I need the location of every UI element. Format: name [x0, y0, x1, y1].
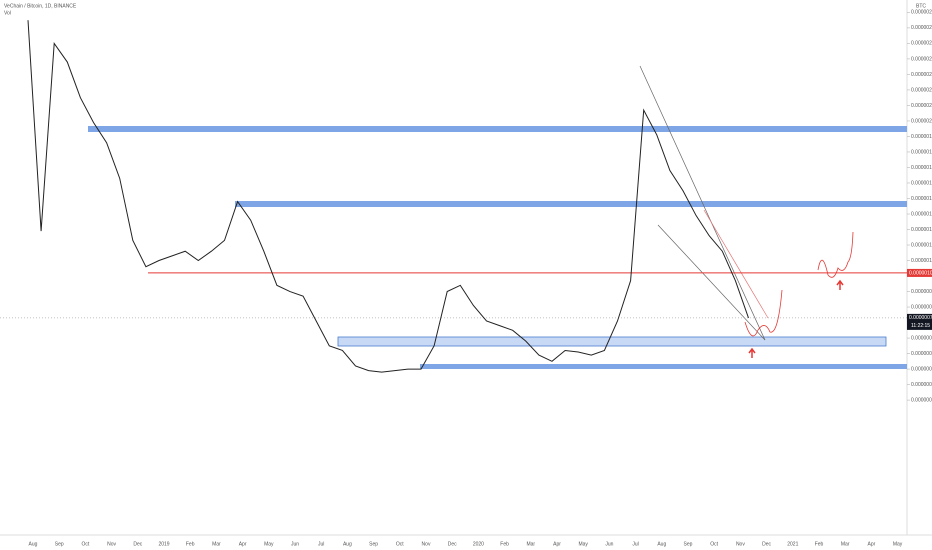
- arrow: [748, 347, 756, 358]
- x-tick-label: Oct: [710, 541, 718, 547]
- y-tick-label: 0.00000250: [911, 41, 932, 47]
- projection: [744, 289, 783, 337]
- y-tick-label: 0.00000140: [911, 211, 932, 217]
- y-tick-label: 0.00000060: [911, 335, 932, 341]
- y-tick-label: 0.00000230: [911, 72, 932, 78]
- x-tick-label: Mar: [526, 541, 535, 547]
- x-tick-label: Aug: [343, 541, 352, 547]
- y-tick-label: 0.00000090: [911, 289, 932, 295]
- zone: [235, 201, 907, 207]
- y-tick-label: 0.00000020: [911, 397, 932, 403]
- x-tick-label: Nov: [422, 541, 431, 547]
- x-tick-label: Oct: [82, 541, 90, 547]
- currency: BTC: [916, 3, 926, 9]
- x-tick-label: Oct: [396, 541, 404, 547]
- x-tick-label: Feb: [186, 541, 195, 547]
- wedge-line: [657, 224, 766, 341]
- y-tick-label: 0.00000220: [911, 87, 932, 93]
- y-tick-label: 0.00000110: [911, 258, 932, 264]
- x-tick-label: Feb: [500, 541, 509, 547]
- zone: [420, 364, 907, 369]
- y-tick-label: 0.00000150: [911, 196, 932, 202]
- wedge-line: [639, 65, 766, 341]
- y-tick-label: 0.00000180: [911, 149, 932, 155]
- volume-label: Vol: [4, 10, 11, 16]
- y-tick-label: 0.00000120: [911, 242, 932, 248]
- x-tick-label: 2020: [473, 541, 484, 547]
- x-tick-label: Apr: [553, 541, 561, 547]
- x-tick-label: Jul: [318, 541, 324, 547]
- price-line: [27, 20, 749, 373]
- trend-line: [703, 209, 769, 319]
- arrow: [836, 279, 844, 290]
- x-tick-label: Aug: [657, 541, 666, 547]
- x-tick-label: Feb: [815, 541, 824, 547]
- x-tick-label: 2019: [158, 541, 169, 547]
- y-tick-label: 0.00000080: [911, 304, 932, 310]
- countdown: 11:22:15: [911, 323, 930, 329]
- x-tick-label: Apr: [239, 541, 247, 547]
- x-tick-label: Mar: [212, 541, 221, 547]
- x-tick-label: Nov: [736, 541, 745, 547]
- price-label-box: [907, 313, 932, 330]
- x-tick-label: Apr: [868, 541, 876, 547]
- x-tick-label: 2021: [787, 541, 798, 547]
- x-tick-label: Sep: [55, 541, 64, 547]
- x-tick-label: May: [893, 541, 903, 547]
- chart-title: VeChain / Bitcoin, 1D, BINANCE: [4, 3, 77, 9]
- y-tick-label: 0.00000040: [911, 366, 932, 372]
- y-tick-label: 0.00000170: [911, 165, 932, 171]
- x-tick-label: Sep: [684, 541, 693, 547]
- x-tick-label: Nov: [107, 541, 116, 547]
- x-tick-label: Jul: [632, 541, 638, 547]
- y-tick-label: 0.00000240: [911, 56, 932, 62]
- x-tick-label: May: [578, 541, 588, 547]
- y-tick-label: 0.00000160: [911, 180, 932, 186]
- projection: [817, 231, 854, 278]
- x-tick-label: Dec: [762, 541, 771, 547]
- price-label: 0.00000073: [909, 315, 932, 321]
- x-tick-label: Sep: [369, 541, 378, 547]
- y-tick-label: 0.00000210: [911, 103, 932, 109]
- x-tick-label: Mar: [841, 541, 850, 547]
- y-tick-label: 0.00000030: [911, 382, 932, 388]
- x-tick-label: May: [264, 541, 274, 547]
- y-tick-label: 0.00000200: [911, 118, 932, 124]
- price-label-box: [907, 268, 932, 277]
- y-tick-label: 0.00000190: [911, 134, 932, 140]
- y-tick-label: 0.00000130: [911, 227, 932, 233]
- x-tick-label: Dec: [133, 541, 142, 547]
- x-tick-label: Dec: [448, 541, 457, 547]
- x-tick-label: Aug: [29, 541, 38, 547]
- zone: [337, 336, 887, 347]
- y-tick-label: 0.00000270: [911, 10, 932, 16]
- y-tick-label: 0.00000260: [911, 25, 932, 31]
- price-label: 0.00000102: [909, 270, 932, 276]
- y-tick-label: 0.00000050: [911, 351, 932, 357]
- zone: [88, 126, 907, 132]
- x-tick-label: Jun: [291, 541, 299, 547]
- x-tick-label: Jun: [605, 541, 613, 547]
